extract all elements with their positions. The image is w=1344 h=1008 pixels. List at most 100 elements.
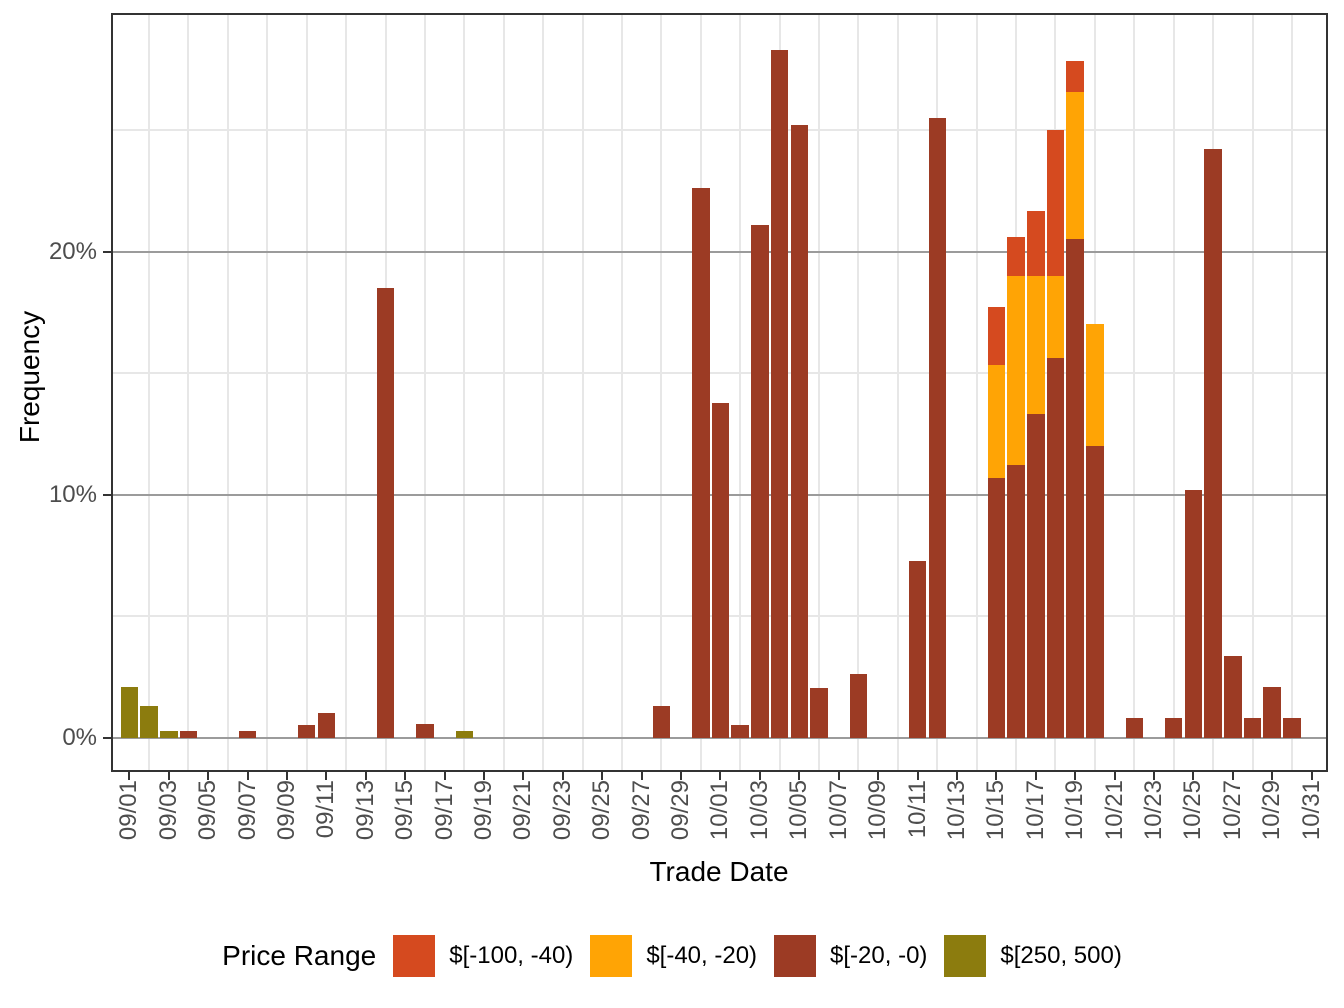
x-axis-tick [995,771,998,780]
x-axis-tick-label: 10/21 [1100,779,1128,840]
x-axis-tick-label: 09/25 [588,779,616,840]
x-axis-tick-label: 10/27 [1218,779,1246,840]
bar-segment [810,687,828,738]
legend-label: $[-100, -40) [449,942,574,969]
x-axis-tick [246,771,249,780]
x-axis-tick [207,771,210,780]
x-axis-tick [404,771,407,780]
bar-segment [711,403,730,738]
x-axis-tick-label: 10/25 [1179,779,1207,840]
x-axis-tick-label: 09/29 [667,779,694,840]
x-axis-tick-label: 09/09 [272,779,300,840]
x-axis-tick [1310,771,1313,780]
x-axis-tick [719,771,722,780]
x-axis-tick-label: 10/23 [1140,779,1167,840]
x-axis-tick-label: 10/05 [785,779,813,840]
gridline-minor-vertical [345,13,348,772]
x-axis-tick [680,771,682,780]
bar-segment [1125,718,1143,738]
gridline-minor-vertical [148,13,150,772]
bar-segment [1007,236,1025,276]
x-axis-tick-label: 10/19 [1061,779,1089,840]
bar-segment [1086,445,1104,738]
bar-segment [297,725,316,738]
bar-segment [908,561,927,738]
x-axis-tick [1074,771,1077,780]
bar-segment [120,686,139,738]
bar-segment [1007,465,1025,738]
bar-segment [1027,211,1045,276]
bar-segment [1224,656,1242,738]
bar-segment [770,49,789,738]
gridline-minor-vertical [818,13,820,772]
bar-segment [790,125,808,738]
legend: Price Range $[-100, -40) $[-40, -20) $[-20… [0,926,1344,986]
x-axis-tick-label: 09/05 [194,779,222,840]
x-axis-tick-label: 09/11 [312,779,340,838]
bar-segment [1027,414,1045,738]
bar-segment [1086,324,1104,446]
x-axis-tick-label: 10/03 [745,779,773,840]
bar-segment [1066,60,1084,93]
gridline-minor-horizontal [111,129,1328,131]
bar-segment [1066,92,1084,240]
bar-segment [1046,130,1065,276]
y-axis-tick [103,736,111,739]
x-axis-tick [483,771,485,780]
x-axis-tick [955,771,958,780]
bar-segment [1027,275,1045,415]
y-axis-tick-label: 10% [48,480,97,508]
x-axis-tick [640,771,643,780]
gridline-minor-vertical [581,13,584,772]
bar-segment [1066,239,1084,738]
bar-segment [1263,686,1281,738]
x-axis-tick [285,771,288,780]
x-axis-tick [1034,771,1037,780]
x-axis-tick [1271,771,1274,780]
gridline-minor-vertical [463,13,466,772]
legend-item: $[250, 500) [944,935,1122,977]
legend-label: $[-20, -0) [830,942,928,969]
x-axis-tick-label: 09/17 [430,779,458,840]
bar-segment [455,731,473,738]
x-axis-tick [443,771,446,780]
x-axis-tick-label: 10/11 [903,779,931,838]
gridline-major-horizontal [111,250,1328,253]
gridline-minor-vertical [542,13,545,772]
x-axis-tick [837,771,840,780]
bar-segment [179,731,198,738]
bar-segment [1046,275,1065,359]
x-axis-tick [325,771,328,780]
bar-segment [416,724,434,738]
x-axis-title: Trade Date [649,856,789,887]
bar-segment [987,477,1006,738]
legend-swatch-p250_500 [944,935,987,977]
bar-segment [1283,718,1301,738]
bar-segment [692,188,710,738]
bar-segment [652,705,671,738]
legend-swatch-m100_40 [393,935,436,977]
x-axis-tick-label: 09/23 [548,779,576,840]
y-axis-tick-label: 20% [48,237,97,265]
x-axis-tick [364,771,367,780]
x-axis-tick [601,771,604,780]
x-axis-tick [1113,771,1116,780]
gridline-major-horizontal [111,736,1328,739]
legend-label: $[250, 500) [1000,942,1122,969]
bar-segment [160,731,178,738]
x-axis-tick-label: 10/29 [1258,779,1286,840]
x-axis-tick [167,771,170,780]
legend-label: $[-40, -20) [646,942,758,969]
bar-segment [1204,149,1222,738]
x-axis-tick-label: 09/03 [154,779,182,840]
bar-segment [987,307,1006,365]
legend-swatch-m40_20 [590,935,633,977]
x-axis-tick-label: 09/21 [509,779,537,840]
gridline-minor-vertical [187,13,190,772]
plot-panel [111,13,1328,772]
x-axis-tick-label: 09/07 [233,779,261,840]
bar-segment [1243,718,1262,738]
gridline-minor-vertical [226,13,229,772]
x-axis-tick [561,771,564,780]
